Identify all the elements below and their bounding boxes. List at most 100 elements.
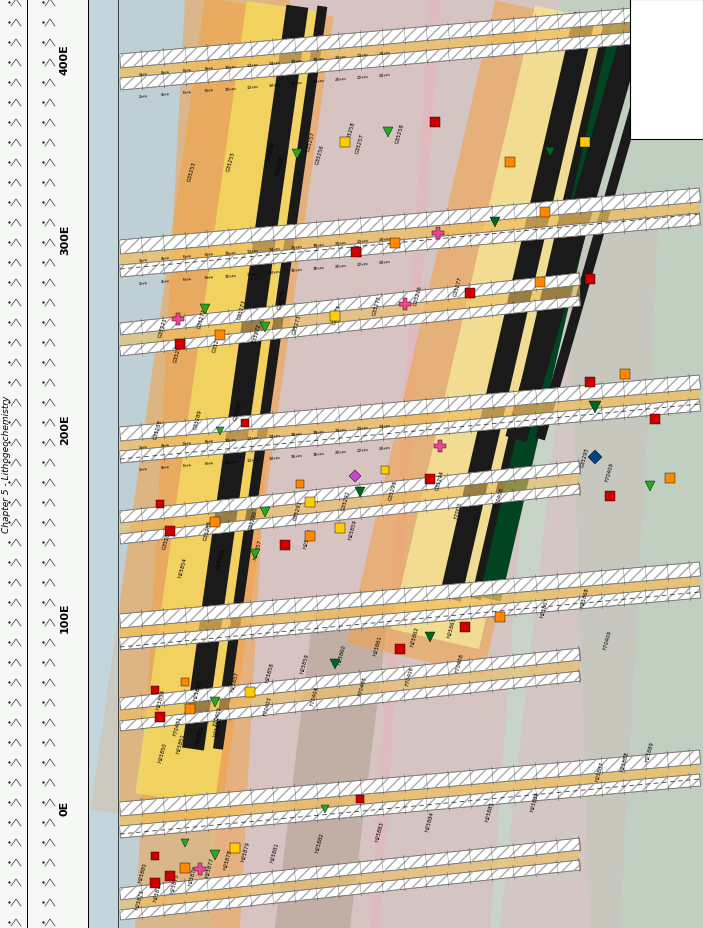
Polygon shape: [120, 562, 700, 651]
Text: F70408: F70408: [455, 652, 465, 673]
Text: H25874: H25874: [153, 881, 163, 902]
Polygon shape: [120, 297, 581, 356]
Text: F70401: F70401: [173, 715, 183, 736]
Text: 12cm: 12cm: [247, 62, 259, 68]
Text: H25889: H25889: [645, 741, 655, 762]
Text: 14cm: 14cm: [269, 83, 280, 87]
Text: H25858: H25858: [265, 662, 275, 683]
Text: 20cm: 20cm: [335, 427, 347, 432]
Polygon shape: [120, 860, 581, 920]
Text: 12cm: 12cm: [247, 271, 259, 277]
Text: G35255: G35255: [226, 151, 236, 173]
Polygon shape: [182, 6, 309, 751]
Text: 20cm: 20cm: [335, 55, 347, 59]
Text: 6cm: 6cm: [182, 91, 192, 96]
Polygon shape: [500, 200, 660, 928]
Polygon shape: [120, 376, 700, 463]
Text: F70405: F70405: [358, 675, 368, 695]
Text: H25875: H25875: [170, 872, 180, 894]
Text: 22cm: 22cm: [356, 447, 368, 452]
Polygon shape: [120, 0, 210, 928]
Polygon shape: [120, 3, 701, 69]
Text: G35289: G35289: [193, 409, 203, 431]
Text: 2cm: 2cm: [138, 95, 148, 99]
Text: 6cm: 6cm: [182, 441, 192, 446]
Text: 12cm: 12cm: [247, 249, 259, 253]
Text: G35272: G35272: [197, 308, 207, 329]
Text: 6cm: 6cm: [182, 277, 192, 282]
Text: 10cm: 10cm: [225, 65, 237, 70]
Polygon shape: [560, 0, 703, 928]
Text: 16cm: 16cm: [290, 81, 303, 85]
Text: H25863: H25863: [447, 617, 457, 638]
Text: G35255: G35255: [275, 155, 285, 176]
Text: G35271: G35271: [158, 317, 168, 339]
Polygon shape: [439, 13, 595, 602]
Text: G35253: G35253: [173, 342, 183, 363]
Text: G35258: G35258: [395, 123, 405, 145]
Text: 14cm: 14cm: [269, 433, 281, 438]
Text: H25861: H25861: [373, 635, 383, 656]
Polygon shape: [535, 16, 666, 441]
Polygon shape: [120, 750, 701, 816]
Text: H25878: H25878: [223, 848, 233, 870]
Text: G35258: G35258: [346, 122, 356, 143]
Text: F70409: F70409: [605, 461, 615, 482]
Text: 22cm: 22cm: [356, 53, 368, 58]
Text: 6cm: 6cm: [182, 254, 192, 259]
Polygon shape: [120, 461, 581, 545]
Text: 10cm: 10cm: [225, 437, 237, 442]
Text: 24cm: 24cm: [378, 260, 390, 264]
Text: F70408: F70408: [495, 486, 505, 507]
Polygon shape: [505, 14, 648, 443]
Polygon shape: [120, 400, 700, 463]
Text: 8cm: 8cm: [204, 67, 214, 71]
Polygon shape: [479, 13, 636, 602]
Text: G35292: G35292: [341, 490, 351, 511]
Text: H25884: H25884: [425, 810, 435, 831]
Text: G35290: G35290: [233, 400, 243, 421]
Text: H25859: H25859: [300, 652, 310, 674]
Text: H25860: H25860: [337, 644, 347, 665]
Polygon shape: [370, 0, 560, 928]
Text: 8cm: 8cm: [204, 88, 214, 94]
Text: 4cm: 4cm: [160, 93, 170, 97]
Text: 4cm: 4cm: [160, 444, 170, 448]
Text: G35288: G35288: [162, 529, 172, 550]
Text: 8cm: 8cm: [204, 461, 214, 466]
Text: G35293: G35293: [388, 480, 398, 501]
Text: G35256: G35256: [266, 141, 276, 162]
Polygon shape: [391, 6, 623, 650]
Text: H25854: H25854: [156, 689, 166, 710]
Polygon shape: [120, 188, 701, 254]
Text: H25855: H25855: [216, 548, 226, 569]
Text: 20cm: 20cm: [334, 449, 347, 455]
Text: H25886: H25886: [530, 791, 540, 812]
Bar: [0, 0, 88, 928]
Text: G35294: G35294: [435, 470, 445, 491]
Text: G35273: G35273: [292, 314, 302, 335]
Text: H25877: H25877: [205, 857, 215, 878]
Text: 24cm: 24cm: [378, 51, 390, 56]
Polygon shape: [275, 599, 390, 928]
Text: H25857: H25857: [230, 671, 240, 692]
Polygon shape: [120, 27, 700, 91]
Text: H25855: H25855: [193, 679, 203, 701]
Text: H25868: H25868: [580, 586, 590, 608]
Text: 18cm: 18cm: [312, 430, 325, 434]
Polygon shape: [120, 649, 581, 731]
Text: F70D3: F70D3: [453, 500, 463, 519]
Polygon shape: [120, 213, 700, 277]
Text: 8cm: 8cm: [204, 439, 214, 444]
Text: 2cm: 2cm: [138, 467, 148, 471]
Text: G35257: G35257: [306, 131, 316, 152]
Polygon shape: [120, 3, 700, 91]
Text: 18cm: 18cm: [312, 79, 325, 84]
Polygon shape: [120, 461, 581, 523]
Text: 12cm: 12cm: [247, 435, 259, 440]
Polygon shape: [347, 1, 632, 675]
Text: G35274: G35274: [277, 289, 287, 310]
Text: 0E: 0E: [60, 800, 70, 815]
Text: G35253: G35253: [187, 161, 197, 183]
Text: H25880: H25880: [138, 861, 148, 883]
